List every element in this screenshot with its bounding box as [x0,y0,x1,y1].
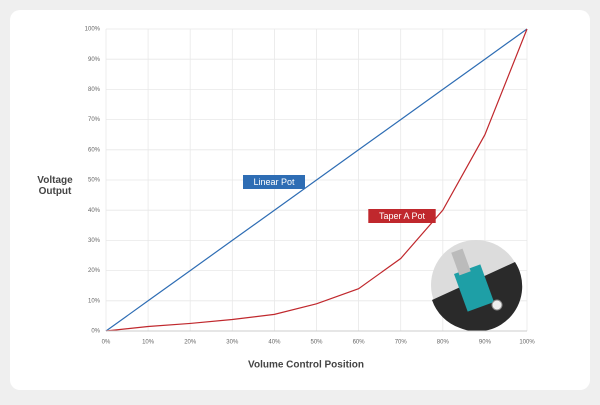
series-label-box [368,209,436,223]
x-tick-label: 80% [437,340,450,346]
x-tick-label: 20% [184,340,197,346]
x-tick-label: 90% [479,340,492,346]
x-tick-label: 100% [519,340,535,346]
x-tick-label: 10% [142,340,155,346]
series-label: Taper A Pot [379,211,426,221]
x-tick-label: 60% [353,340,366,346]
y-tick-label: 20% [88,268,101,274]
y-tick-label: 30% [88,238,101,244]
y-tick-label: 60% [88,147,101,153]
x-axis-label: Volume Control Position [248,360,364,371]
y-axis-label: Voltage Output [37,175,73,197]
y-tick-label: 0% [91,329,100,335]
pot-body [454,264,494,312]
y-tick-label: 10% [88,298,101,304]
series-label-box [243,175,305,189]
x-tick-label: 50% [310,340,323,346]
y-tick-label: 40% [88,208,101,214]
pot-shaft [451,248,471,276]
y-tick-label: 80% [88,87,101,93]
pot-knob [491,299,503,311]
x-tick-label: 70% [395,340,408,346]
x-tick-label: 30% [226,340,239,346]
y-tick-label: 90% [88,57,101,63]
x-tick-label: 40% [268,340,281,346]
series-line [105,28,528,332]
grid [105,28,528,332]
x-tick-label: 0% [102,340,111,346]
y-tick-label: 50% [88,178,101,184]
series-line [105,28,528,332]
series-label: Linear Pot [253,177,295,187]
pot-illustration [431,240,523,332]
y-tick-label: 100% [85,27,101,33]
y-tick-label: 70% [88,117,101,123]
